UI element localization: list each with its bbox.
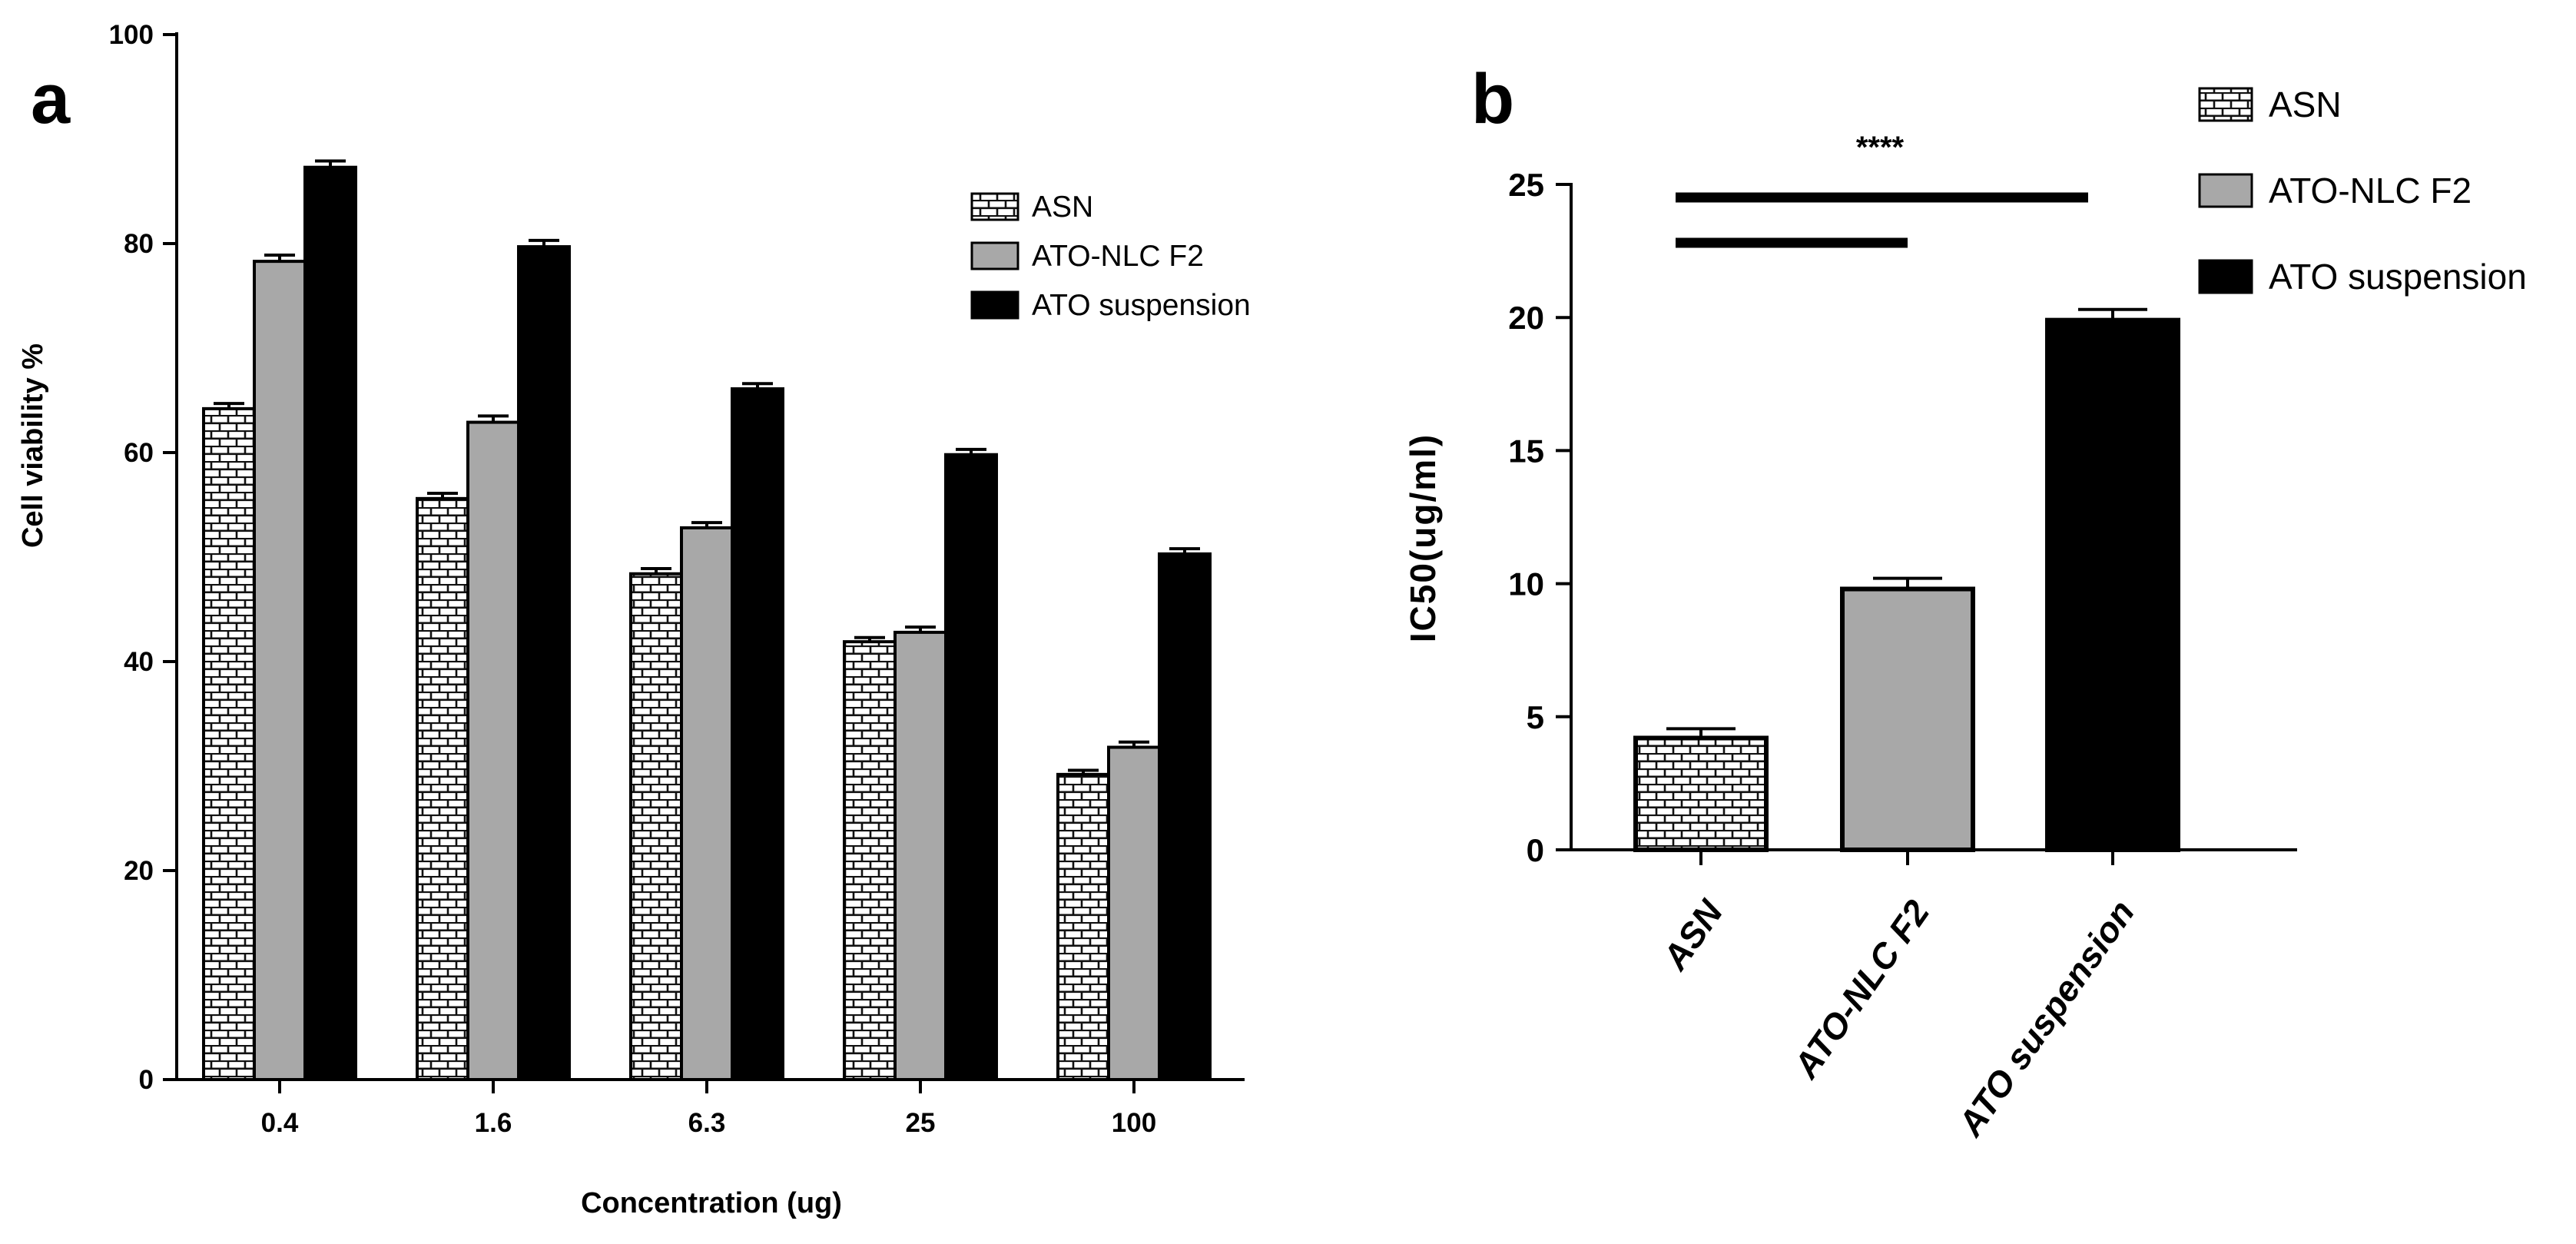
panel-a-legend-label-3: ATO suspension (1032, 289, 1251, 322)
panel-b-ylabel: IC50(ug/ml) (1403, 433, 1443, 642)
panel-a-bar-2 (893, 630, 947, 1081)
panel-a-xtick-label: 100 (1112, 1108, 1156, 1138)
panel-b-legend-label-2: ATO-NLC F2 (2269, 171, 2472, 211)
panel-b-xtick-label: ATO suspension (1950, 893, 2142, 1144)
panel-b-ytick-label: 20 (1508, 300, 1544, 336)
panel-b-x-ticks: ASN ATO-NLC F2 ATO suspension (1654, 850, 2142, 1143)
panel-a-xlabel: Concentration (ug) (581, 1187, 842, 1219)
panel-b-legend-label-1: ASN (2269, 85, 2342, 124)
panel-a-bar-1 (629, 572, 683, 1081)
significance-stars: **** (1856, 131, 1905, 164)
panel-a-y-ticks: 0 20 40 60 80 100 (109, 20, 177, 1095)
panel-b-bar-1 (1633, 735, 1769, 853)
panel-b-letter: b (1471, 60, 1514, 138)
panel-b-ytick-label: 10 (1508, 566, 1544, 602)
panel-a-legend-swatch-2 (970, 241, 1019, 270)
panel-a-ytick-label: 20 (124, 856, 154, 886)
panel-b-xtick-label: ASN (1654, 892, 1730, 977)
panel-b-ytick-label: 5 (1527, 699, 1544, 735)
panel-a-bar-3 (731, 387, 784, 1082)
panel-a-legend-swatch-3 (970, 290, 1019, 320)
panel-b-bar-3 (2045, 317, 2180, 852)
panel-a-ytick-label: 80 (124, 229, 154, 259)
panel-b-legend: ASN ATO-NLC F2 ATO suspension (2198, 85, 2527, 297)
panel-b-legend-label-3: ATO suspension (2269, 257, 2527, 297)
panel-a-ylabel: Cell viability % (17, 343, 49, 548)
panel-b-legend-swatch-2 (2198, 173, 2253, 208)
panel-b-ytick-label: 15 (1508, 433, 1544, 469)
panel-a-bar-2 (680, 526, 734, 1081)
panel-a-xtick-label: 0.4 (261, 1108, 299, 1138)
panel-a: a Cell viability % Concentration (ug) 0 2… (17, 20, 1251, 1219)
panel-a-xtick-label: 6.3 (688, 1108, 726, 1138)
panel-b-legend-swatch-3 (2198, 259, 2253, 294)
panel-a-legend-label-2: ATO-NLC F2 (1032, 240, 1204, 273)
panel-a-xtick-label: 1.6 (475, 1108, 512, 1138)
panel-a-legend-label-1: ASN (1032, 191, 1093, 224)
panel-a-legend-swatch-1 (970, 192, 1019, 221)
panel-a-bar-2 (466, 420, 520, 1081)
panel-a-bar-3 (944, 453, 998, 1081)
panel-a-bar-3 (1158, 552, 1212, 1081)
panel-a-bar-2 (1107, 745, 1161, 1082)
panel-b-ytick-label: 25 (1508, 167, 1544, 203)
panel-a-ytick-label: 40 (124, 647, 154, 677)
panel-b-legend-swatch-1 (2198, 87, 2253, 122)
panel-a-bar-3 (517, 245, 571, 1082)
panel-a-bar-1 (1056, 772, 1110, 1081)
panel-a-ytick-label: 0 (139, 1065, 154, 1095)
panel-b-bar-2 (1840, 586, 1975, 852)
panel-b-ytick-label: 0 (1527, 832, 1544, 868)
panel-a-letter: a (31, 60, 71, 138)
panel-b-xtick-label: ATO-NLC F2 (1785, 893, 1938, 1086)
panel-a-xtick-label: 25 (906, 1108, 936, 1138)
panel-a-bar-3 (303, 165, 357, 1082)
panel-a-x-ticks: 0.4 1.6 6.3 25 100 (261, 1080, 1156, 1138)
panel-b-y-ticks: 0 5 10 15 20 25 (1508, 167, 1571, 868)
panel-a-bar-2 (253, 260, 307, 1081)
panel-b-bars (1633, 307, 2180, 853)
panel-a-bar-1 (416, 496, 469, 1081)
panel-a-ytick-label: 100 (109, 20, 154, 50)
panel-b-significance: **** (1676, 131, 2088, 248)
panel-a-bar-1 (202, 406, 256, 1081)
panel-a-legend: ASN ATO-NLC F2 ATO suspension (970, 191, 1251, 322)
panel-a-ytick-label: 60 (124, 438, 154, 468)
panel-a-bar-1 (843, 640, 897, 1081)
